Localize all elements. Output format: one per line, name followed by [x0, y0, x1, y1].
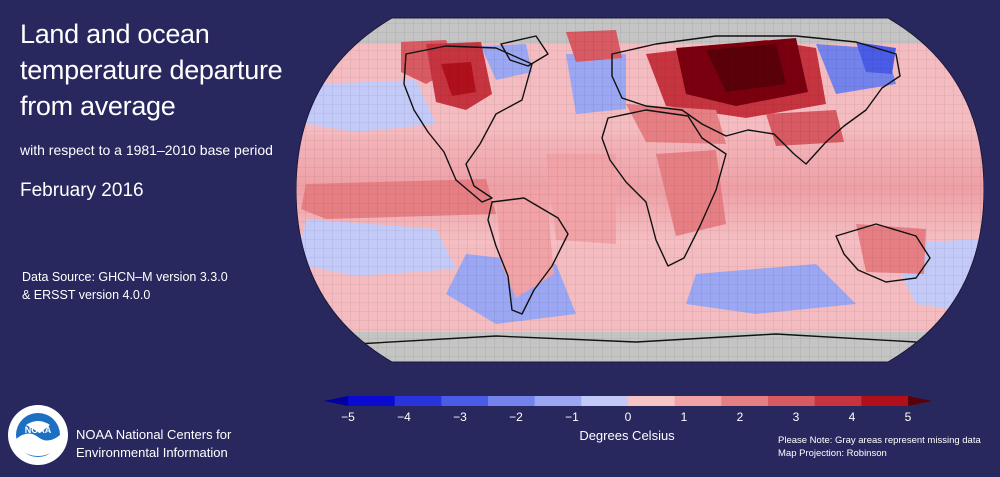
org-line-1: NOAA National Centers for — [76, 427, 232, 442]
missing-data-note: Please Note: Gray areas represent missin… — [778, 435, 981, 446]
legend-tick-label: −3 — [453, 410, 467, 424]
africa-outline — [601, 109, 727, 267]
legend-swatch — [534, 396, 582, 406]
title-line-1: Land and ocean — [20, 19, 210, 49]
north-america-outline — [403, 45, 533, 203]
legend-swatch — [394, 396, 442, 406]
legend-swatch — [814, 396, 862, 406]
legend-tick-label: 3 — [793, 410, 800, 424]
legend-tick-label: 5 — [905, 410, 912, 424]
legend-tick-label: 0 — [625, 410, 632, 424]
data-source-line-2: & ERSST version 4.0.0 — [22, 288, 151, 302]
south-america-outline — [487, 197, 569, 315]
org-line-2: Environmental Information — [76, 445, 228, 460]
grid-overlay — [296, 18, 984, 362]
map-notes: Please Note: Gray areas represent missin… — [778, 435, 981, 460]
legend-swatch — [488, 396, 536, 406]
legend-tick-label: 2 — [737, 410, 744, 424]
noaa-logo-text: NOAA — [25, 425, 52, 435]
data-source-line-1: Data Source: GHCN–M version 3.3.0 — [22, 270, 228, 284]
legend-over-arrow — [908, 396, 932, 406]
legend-tick-label: −1 — [565, 410, 579, 424]
map-title: Land and ocean temperature departure fro… — [20, 16, 310, 124]
legend-tick-label: −5 — [341, 410, 355, 424]
base-period-subtitle: with respect to a 1981–2010 base period — [20, 142, 273, 158]
color-scale-legend: −5 −4 −3 −2 −1 0 1 2 3 4 5 Degrees Celsius — [322, 392, 932, 452]
legend-swatch — [674, 396, 722, 406]
legend-swatch — [581, 396, 629, 406]
data-source: Data Source: GHCN–M version 3.3.0 & ERSS… — [22, 268, 228, 304]
temperature-anomaly-map — [296, 14, 984, 366]
noaa-logo: NOAA — [6, 403, 70, 467]
organization-name: NOAA National Centers for Environmental … — [76, 426, 231, 462]
legend-swatch — [628, 396, 676, 406]
greenland-outline — [500, 35, 549, 67]
period-label: February 2016 — [20, 180, 144, 201]
legend-swatch — [348, 396, 396, 406]
legend-tick-label: −4 — [397, 410, 411, 424]
legend-swatch — [721, 396, 769, 406]
projection-note: Map Projection: Robinson — [778, 447, 887, 459]
legend-tick-label: 1 — [681, 410, 688, 424]
australia-outline — [835, 223, 931, 283]
title-line-2: temperature departure — [20, 55, 283, 85]
legend-tick-label: 4 — [849, 410, 856, 424]
legend-under-arrow — [324, 396, 348, 406]
legend-tick-label: −2 — [509, 410, 523, 424]
title-line-3: from average — [20, 91, 176, 121]
legend-swatch — [441, 396, 489, 406]
color-bar: −5 −4 −3 −2 −1 0 1 2 3 4 5 — [324, 396, 932, 424]
eurasia-outline — [611, 35, 901, 165]
world-map-svg — [296, 17, 984, 363]
legend-swatch — [861, 396, 909, 406]
globe-border — [296, 17, 984, 363]
legend-swatch — [768, 396, 816, 406]
scale-unit-label: Degrees Celsius — [579, 428, 675, 443]
